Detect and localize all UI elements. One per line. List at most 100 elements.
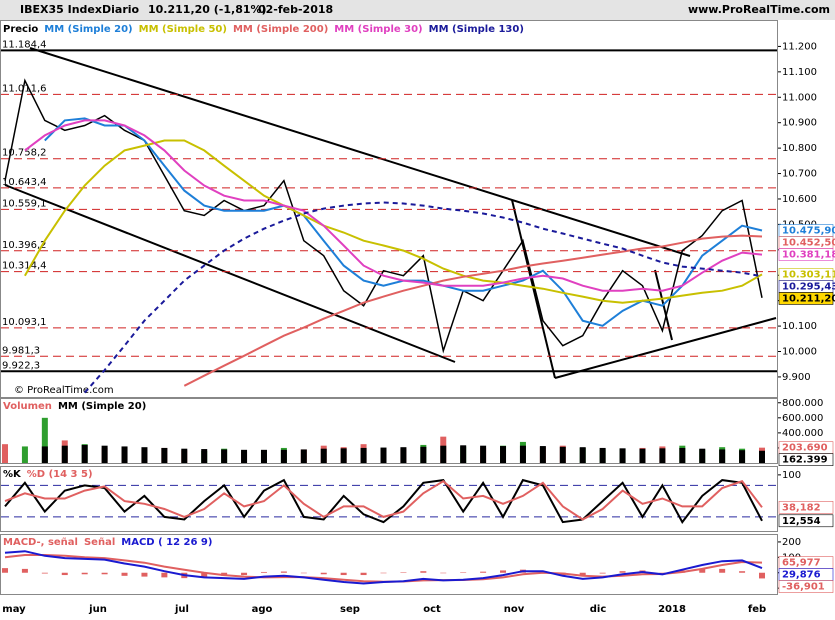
legend-entry: Señal [84,537,115,548]
bar [280,571,287,573]
legend-entry: Volumen [3,401,52,412]
bar [221,449,228,463]
bar [759,572,765,579]
bar [699,568,706,573]
bar [759,450,765,463]
bar [161,572,168,578]
bar [659,572,666,574]
title: IBEX35 Index [20,3,102,16]
series-line [4,478,763,524]
y-tick-label: 11.100 [782,67,817,78]
y-tick-label: 10.800 [782,143,817,154]
x-tick-label: oct [423,604,441,615]
y-tick-label: 400.000 [782,428,823,439]
end-label: 10.452,50 [782,238,835,249]
trendline [29,47,691,257]
macd-frame [0,534,778,595]
bar [460,572,467,573]
series-line [24,119,763,292]
y-tick-label: 10.900 [782,118,817,129]
bar [41,417,48,463]
bar [739,450,746,463]
y-tick-label: 800.000 [782,398,823,409]
y-tick-label: 9.900 [782,372,811,383]
x-tick-label: feb [748,604,766,615]
x-tick-label: nov [504,604,525,615]
bar [340,572,347,576]
end-label-box [778,292,834,305]
x-tick-label: jun [88,604,107,615]
bar [81,444,88,463]
end-label-box [778,501,834,514]
legend-entry: Precio [3,24,38,35]
trendline [554,317,777,379]
bar [121,446,128,463]
series-line [4,78,763,354]
end-label-box [778,580,834,593]
x-tick-label: jul [174,604,189,615]
legend-entry: MM (Simple 200) [233,24,328,35]
y-tick-label: 200 [782,537,801,548]
end-label-box [778,453,834,466]
level-label: 11.011,6 [2,83,47,94]
bar [360,572,367,576]
bar [360,447,367,463]
bar [659,448,666,463]
bar [181,448,188,463]
end-label: 12,554 [782,516,821,527]
bar [21,446,28,463]
series-line [24,139,763,304]
legend-entry: MM (Simple 130) [429,24,524,35]
bar [340,448,347,463]
bar [61,572,68,576]
bar [599,447,606,463]
bar [21,568,28,573]
y-tick-label: 10.700 [782,169,817,180]
legend-entry: MM (Simple 20) [58,401,146,412]
series-line [83,201,763,394]
stoch-frame [0,466,778,532]
series-line [4,554,763,583]
bar [320,448,327,463]
end-label: 10.303,11 [782,269,835,280]
end-label: 162.399 [782,455,828,466]
y-tick-label: 600.000 [782,413,823,424]
trendlines [4,47,777,379]
series-line [183,234,763,387]
end-label: 65,977 [782,558,821,569]
level-label: 10.643,4 [2,177,47,188]
bar [719,449,726,463]
bar [141,447,148,463]
level-label: 10.314,4 [2,261,47,272]
bar [579,572,586,576]
y-tick-label: 100 [782,470,801,481]
bar [539,446,546,463]
trendline [4,184,456,363]
end-label: 203.690 [782,443,828,454]
bar [81,572,88,575]
bar [619,448,626,463]
volume-frame [0,398,778,464]
level-label: 9.922,3 [2,360,40,371]
end-label: 29,876 [782,570,821,581]
bar [241,449,248,463]
bar [440,445,447,463]
bar [41,572,48,574]
bar [141,572,148,577]
level-label: 10.758,2 [2,148,47,159]
site: www.ProRealTime.com [688,3,830,16]
legend-entry: MM (Simple 20) [44,24,132,35]
level-label: 10.559,1 [2,198,47,209]
end-label: 10.475,90 [782,226,835,237]
bar [420,571,427,573]
x-tick-label: sep [340,604,360,615]
x-tick-label: dic [590,604,607,615]
legend-entry: %D (14 3 5) [27,469,93,480]
bar [579,447,586,463]
bar [2,568,8,573]
series-line [4,479,763,521]
bar [300,572,307,574]
header-bar [0,0,835,20]
level-label: 10.396,2 [2,240,47,251]
